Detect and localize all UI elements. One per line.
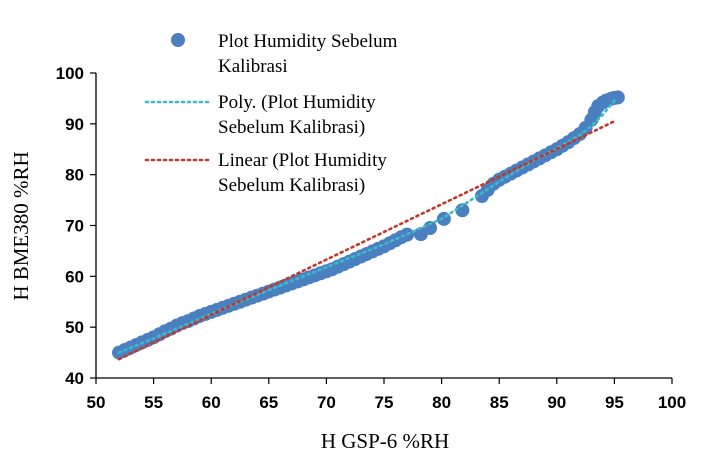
legend-marker-swatch [171,33,185,47]
legend: Plot Humidity Sebelum Kalibrasi Poly. (Plo… [144,31,398,196]
x-tick-label: 60 [202,393,221,412]
y-tick-label: 60 [65,267,84,286]
x-tick-label: 85 [490,393,509,412]
series-markers [112,90,625,360]
legend-label: Sebelum Kalibrasi) [218,117,365,138]
legend-label: Plot Humidity Sebelum [218,31,398,52]
x-tick-label: 95 [605,393,624,412]
x-tick-label: 70 [317,393,336,412]
y-tick-label: 100 [56,64,84,83]
x-tick-label: 55 [144,393,163,412]
x-axis-title: H GSP-6 %RH [321,429,449,453]
linear-trendline [117,120,616,361]
legend-label: Kalibrasi [218,56,288,77]
x-tick-label: 100 [658,393,686,412]
y-tick-label: 80 [65,166,84,185]
legend-label: Poly. (Plot Humidity [218,92,376,113]
y-tick-label: 90 [65,115,84,134]
data-point [436,211,451,226]
series-layer [112,90,625,361]
x-tick-label: 90 [547,393,566,412]
y-tick-label: 50 [65,318,84,337]
y-tick-label: 70 [65,217,84,236]
legend-label: Linear (Plot Humidity [218,150,387,171]
x-tick-label: 75 [375,393,394,412]
y-axis-title: H BME380 %RH [9,151,33,300]
x-tick-label: 50 [87,393,106,412]
data-point [455,203,470,218]
x-tick-label: 80 [432,393,451,412]
legend-label: Sebelum Kalibrasi) [218,175,365,196]
y-tick-label: 40 [65,369,84,388]
x-tick-label: 65 [259,393,278,412]
data-point [423,221,438,236]
